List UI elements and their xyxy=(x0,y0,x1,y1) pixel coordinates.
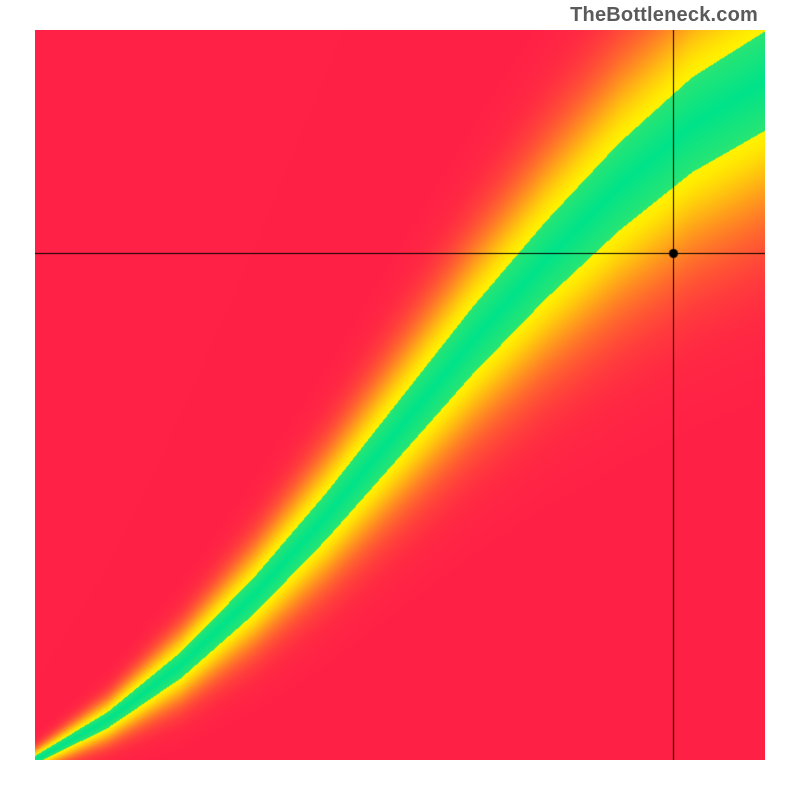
heatmap-canvas xyxy=(35,30,765,760)
attribution-label: TheBottleneck.com xyxy=(570,4,758,27)
chart-container: TheBottleneck.com xyxy=(0,0,800,800)
bottleneck-heatmap xyxy=(35,30,765,760)
